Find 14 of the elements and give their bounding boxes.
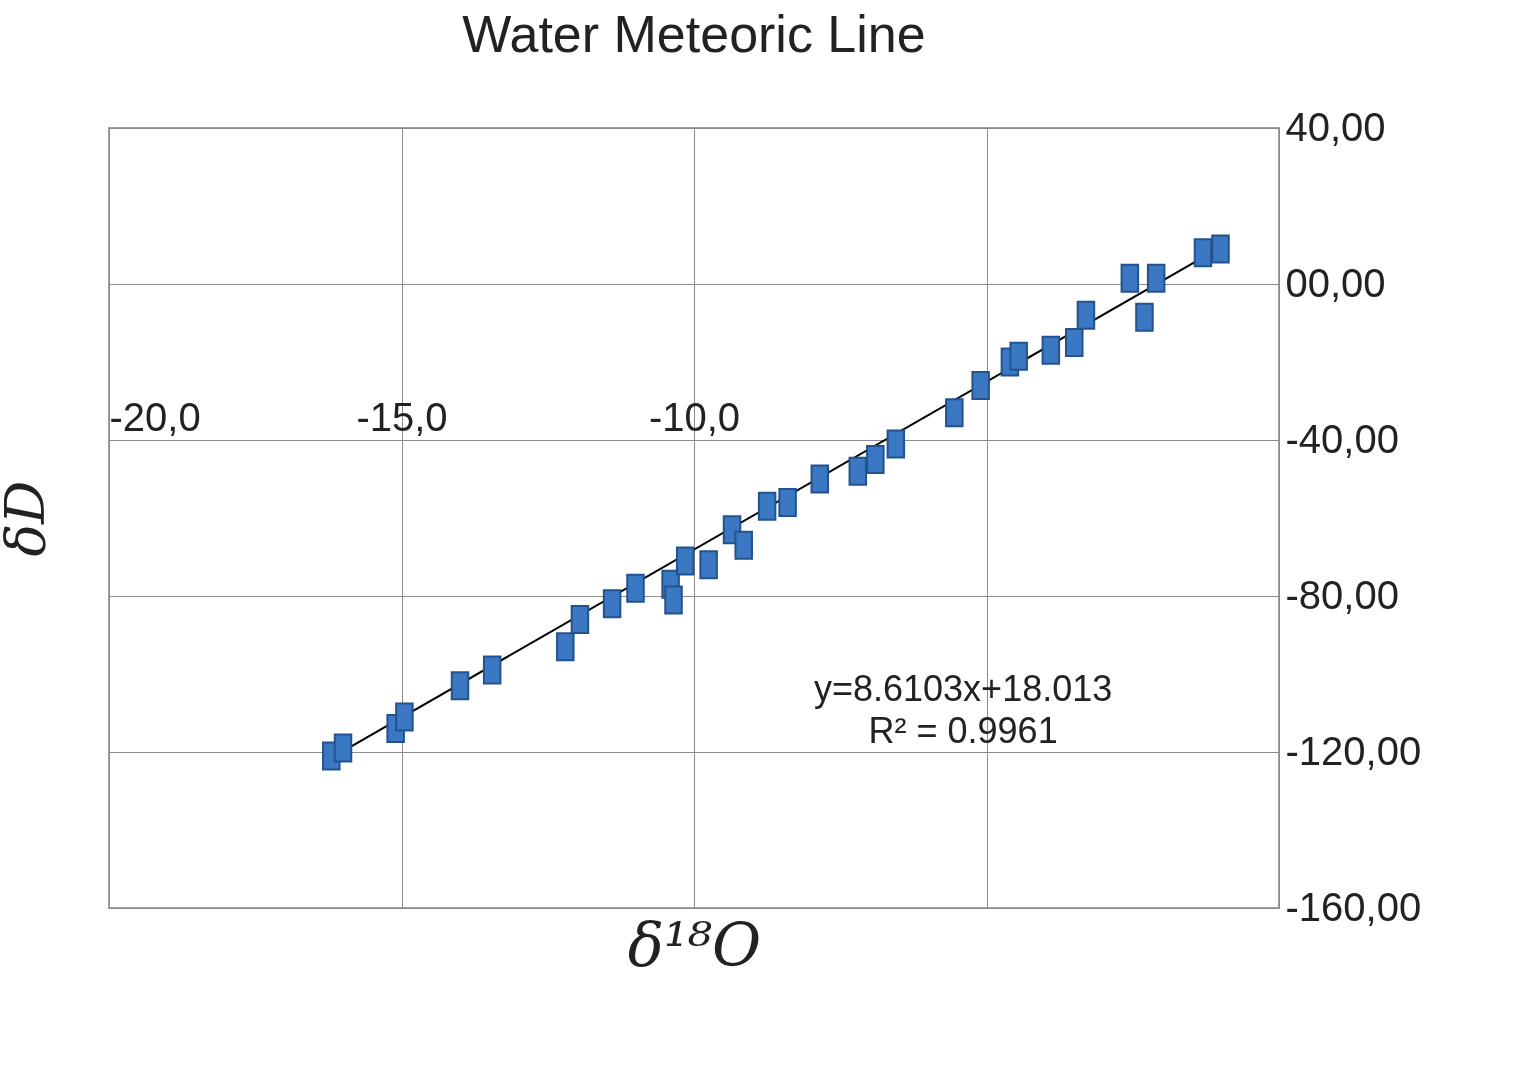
y-tick-label: -120,00 <box>1285 728 1422 773</box>
y-tick-label: -80,00 <box>1285 572 1399 617</box>
x-tick-label: -15,0 <box>356 394 448 439</box>
y-tick-label: 40,00 <box>1285 104 1386 149</box>
y-axis-title: δD <box>0 480 57 557</box>
x-axis-title: δ¹⁸O <box>627 909 762 980</box>
y-tick-label: -40,00 <box>1285 416 1399 461</box>
x-tick-label: -10,0 <box>648 394 741 439</box>
annotation: y=8.6103x+18.013 <box>813 667 1113 709</box>
y-tick-label: -160,00 <box>1285 884 1422 929</box>
chart-title: Water Meteoric Line <box>462 5 926 63</box>
x-tick-label: -20,0 <box>109 394 201 439</box>
y-tick-label: 00,00 <box>1285 260 1386 305</box>
annotation: R² = 0.9961 <box>868 709 1058 751</box>
